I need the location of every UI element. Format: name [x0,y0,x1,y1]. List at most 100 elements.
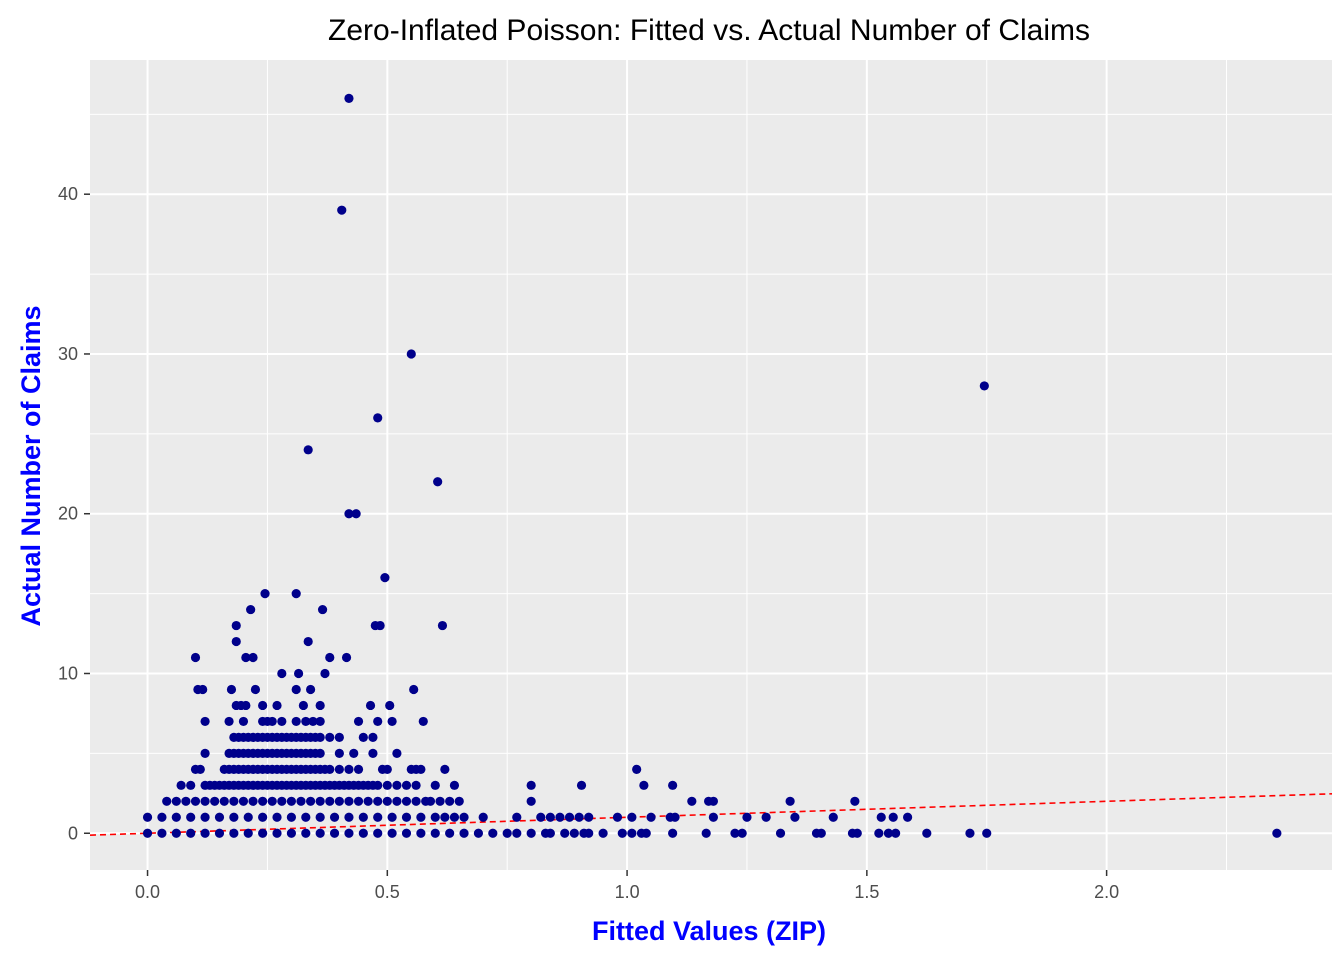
data-point [387,828,397,838]
data-point [639,780,649,790]
data-point [303,636,313,647]
data-point [560,828,570,838]
data-point [344,764,354,774]
x-tick-label: 0.0 [135,882,160,902]
data-point [349,748,359,758]
data-point [229,828,239,838]
data-point [291,684,301,695]
x-tick-label: 0.5 [375,882,400,902]
data-point [1272,828,1282,838]
data-point [373,413,383,423]
data-point [231,636,241,647]
data-point [598,828,608,838]
data-point [258,812,268,822]
data-point [303,445,313,455]
data-point [478,812,488,822]
data-point [317,604,328,615]
data-point [392,780,402,790]
data-point [368,732,378,742]
data-point [708,796,718,806]
data-point [344,509,354,519]
data-point [186,780,196,790]
data-point [411,780,421,790]
data-point [437,620,448,631]
data-point [344,828,354,838]
data-point [473,828,484,838]
data-point [816,828,826,838]
data-point [982,828,992,838]
data-point [701,828,711,838]
data-point [576,780,587,790]
data-point [632,764,642,774]
data-point [267,796,277,806]
x-tick-label: 1.5 [854,882,879,902]
data-point [344,93,354,103]
data-point [416,828,426,838]
data-point [157,828,167,838]
data-point [358,732,368,742]
data-point [874,828,884,838]
data-point [363,796,373,806]
data-point [142,812,153,822]
data-point [584,828,594,838]
data-point [334,796,344,806]
data-point [286,828,297,838]
data-point [373,828,383,838]
data-point [387,716,397,727]
data-point [329,812,340,822]
data-point [526,780,536,790]
data-point [286,796,297,806]
data-point [195,764,205,774]
data-point [200,748,210,758]
data-point [301,812,311,822]
data-point [320,668,330,679]
data-point [344,796,354,806]
data-point [181,796,191,806]
data-point [171,828,181,838]
data-point [430,828,440,838]
data-point [171,812,181,822]
data-point [198,684,208,695]
y-tick-label: 0 [68,823,78,843]
data-point [308,716,318,727]
data-point [176,780,186,790]
data-point [325,732,335,742]
data-point [409,684,419,695]
data-point [392,748,402,758]
data-point [373,716,383,727]
data-point [401,796,412,806]
data-point [425,796,436,806]
data-point [416,812,426,822]
data-point [761,812,771,822]
data-point [687,796,697,806]
data-point [401,780,412,790]
data-point [668,828,678,838]
data-point [373,780,383,790]
data-point [641,828,651,838]
data-point [512,812,522,822]
data-point [353,796,364,806]
data-point [670,812,680,822]
data-point [555,812,565,822]
data-point [329,828,340,838]
data-point [325,796,335,806]
data-point [305,796,316,806]
y-tick-label: 20 [58,504,78,524]
data-point [502,828,512,838]
y-tick-label: 30 [58,344,78,364]
data-point [315,732,325,742]
data-point [668,780,678,790]
data-point [298,700,308,711]
data-point [646,812,656,822]
data-point [406,349,416,359]
data-point [545,812,555,822]
data-point [584,812,594,822]
data-point [351,509,361,519]
data-point [334,748,344,758]
data-point [401,812,412,822]
data-point [459,812,469,822]
data-point [248,652,258,663]
data-point [186,812,196,822]
data-point [277,668,287,679]
data-point [246,604,256,615]
